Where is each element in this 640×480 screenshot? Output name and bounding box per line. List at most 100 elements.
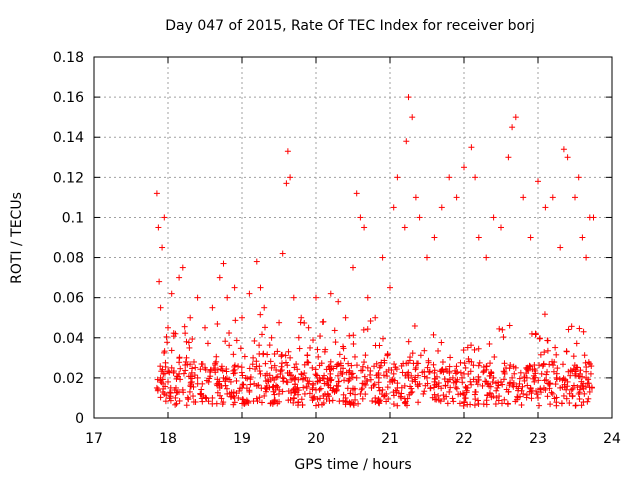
data-point	[266, 384, 273, 391]
data-point	[472, 389, 479, 396]
data-point	[335, 298, 342, 305]
data-point	[544, 347, 551, 354]
data-point	[586, 360, 593, 367]
data-point	[553, 370, 560, 377]
data-point	[462, 383, 469, 390]
data-point	[163, 333, 170, 340]
data-point	[231, 394, 238, 401]
data-point	[405, 338, 412, 345]
data-point	[468, 144, 475, 151]
x-tick-label: 20	[307, 431, 325, 447]
data-point	[276, 319, 283, 326]
data-point	[450, 379, 457, 386]
data-point	[212, 360, 219, 367]
data-point	[161, 214, 168, 221]
data-point	[552, 381, 559, 388]
data-point	[565, 326, 572, 333]
data-point	[516, 380, 523, 387]
data-point	[335, 378, 342, 385]
data-point	[348, 371, 355, 378]
data-point	[231, 362, 238, 369]
x-tick-label: 18	[159, 431, 177, 447]
data-point	[176, 274, 183, 281]
data-point	[228, 389, 235, 396]
data-point	[590, 214, 597, 221]
data-point	[526, 388, 533, 395]
data-point	[548, 389, 555, 396]
data-point	[333, 387, 340, 394]
data-point	[557, 244, 564, 251]
data-point	[506, 322, 513, 329]
data-point	[523, 364, 530, 371]
data-point	[524, 366, 531, 373]
data-point	[298, 314, 305, 321]
data-point	[476, 359, 483, 366]
data-point	[232, 317, 239, 324]
data-point	[319, 401, 326, 408]
data-point	[453, 363, 460, 370]
data-point	[412, 366, 419, 373]
data-point	[267, 400, 274, 407]
data-point	[165, 368, 172, 375]
data-point	[433, 381, 440, 388]
data-point	[450, 398, 457, 405]
data-point	[375, 370, 382, 377]
data-point	[284, 379, 291, 386]
data-point	[359, 395, 366, 402]
data-point	[298, 371, 305, 378]
data-point	[247, 374, 254, 381]
data-point	[321, 380, 328, 387]
data-point	[487, 383, 494, 390]
data-point	[520, 390, 527, 397]
data-point	[233, 337, 240, 344]
data-point	[176, 354, 183, 361]
data-point	[233, 377, 240, 384]
data-point	[159, 244, 166, 251]
data-point	[313, 372, 320, 379]
data-point	[411, 376, 418, 383]
data-point	[290, 294, 297, 301]
data-point	[279, 250, 286, 257]
data-point	[304, 358, 311, 365]
data-point	[223, 366, 230, 373]
data-point	[390, 392, 397, 399]
data-point	[505, 388, 512, 395]
data-point	[498, 378, 504, 385]
data-point	[214, 366, 221, 373]
data-point	[364, 294, 371, 301]
data-point	[585, 395, 592, 402]
data-point	[424, 254, 430, 261]
data-point	[301, 370, 308, 377]
data-point	[191, 372, 198, 379]
data-point	[231, 363, 238, 370]
data-point	[218, 395, 225, 402]
data-point	[544, 393, 551, 400]
data-point	[536, 402, 543, 409]
data-point	[170, 333, 177, 340]
data-point	[558, 400, 565, 407]
data-point	[585, 376, 592, 383]
data-point	[510, 363, 517, 370]
data-point	[302, 374, 309, 381]
data-point	[270, 388, 277, 395]
data-point	[317, 333, 324, 340]
data-point	[432, 375, 439, 382]
data-point	[384, 351, 391, 358]
data-point	[559, 377, 566, 384]
data-point	[154, 387, 161, 394]
data-point	[492, 401, 499, 408]
data-point	[397, 393, 404, 400]
data-point	[223, 385, 230, 392]
data-point	[415, 360, 422, 367]
data-point	[323, 395, 330, 402]
data-point	[505, 154, 512, 161]
data-point	[533, 388, 540, 395]
data-point	[250, 354, 257, 361]
data-point	[378, 359, 385, 366]
data-point	[258, 399, 265, 406]
data-point	[165, 378, 171, 385]
data-point	[237, 345, 244, 352]
data-point	[294, 366, 301, 373]
data-point	[226, 330, 233, 337]
data-point	[414, 381, 421, 388]
